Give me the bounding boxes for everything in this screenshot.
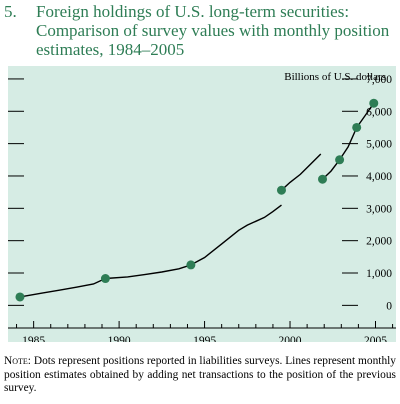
estimate-line bbox=[281, 153, 322, 191]
x-tick-label: 1985 bbox=[22, 335, 45, 342]
estimate-line bbox=[339, 127, 358, 161]
y-tick-label: 3,000 bbox=[366, 203, 392, 215]
figure-number: 5. bbox=[4, 2, 17, 21]
chart: Billions of U.S. dollars 0 1,000 2,000 3,000… bbox=[8, 71, 396, 342]
figure-note: Note: Dots represent positions reported … bbox=[4, 355, 396, 396]
x-tick-label: 1990 bbox=[108, 335, 131, 342]
x-tick-label: 2005 bbox=[364, 335, 387, 342]
y-tick-label: 1,000 bbox=[366, 268, 392, 280]
note-label: Note: bbox=[4, 355, 31, 367]
y-tick-label: 0 bbox=[386, 300, 392, 312]
survey-point bbox=[276, 185, 286, 195]
x-tick-label: 2000 bbox=[279, 335, 302, 342]
y-tick-label: 6,000 bbox=[366, 106, 392, 118]
figure-title: Foreign holdings of U.S. long-term secur… bbox=[36, 2, 390, 59]
estimate-line bbox=[105, 264, 192, 280]
x-tick-label: 1995 bbox=[193, 335, 216, 342]
y-tick-label: 4,000 bbox=[366, 171, 392, 183]
estimate-line bbox=[19, 277, 106, 298]
survey-point bbox=[369, 98, 379, 108]
survey-point bbox=[100, 274, 110, 284]
y-tick-label: 7,000 bbox=[366, 74, 392, 86]
survey-point bbox=[186, 260, 196, 270]
note-text: Dots represent positions reported in lia… bbox=[4, 355, 396, 394]
survey-point bbox=[352, 122, 362, 132]
y-tick-label: 2,000 bbox=[366, 236, 392, 248]
survey-point bbox=[318, 174, 328, 184]
estimate-line bbox=[356, 102, 375, 128]
y-tick-label: 5,000 bbox=[366, 139, 392, 151]
chart-panel: Billions of U.S. dollars 0 1,000 2,000 3,000… bbox=[8, 66, 396, 342]
y-units-label: Billions of U.S. dollars bbox=[284, 71, 386, 83]
survey-point bbox=[15, 292, 25, 302]
estimate-line bbox=[190, 204, 282, 266]
survey-point bbox=[335, 155, 345, 165]
